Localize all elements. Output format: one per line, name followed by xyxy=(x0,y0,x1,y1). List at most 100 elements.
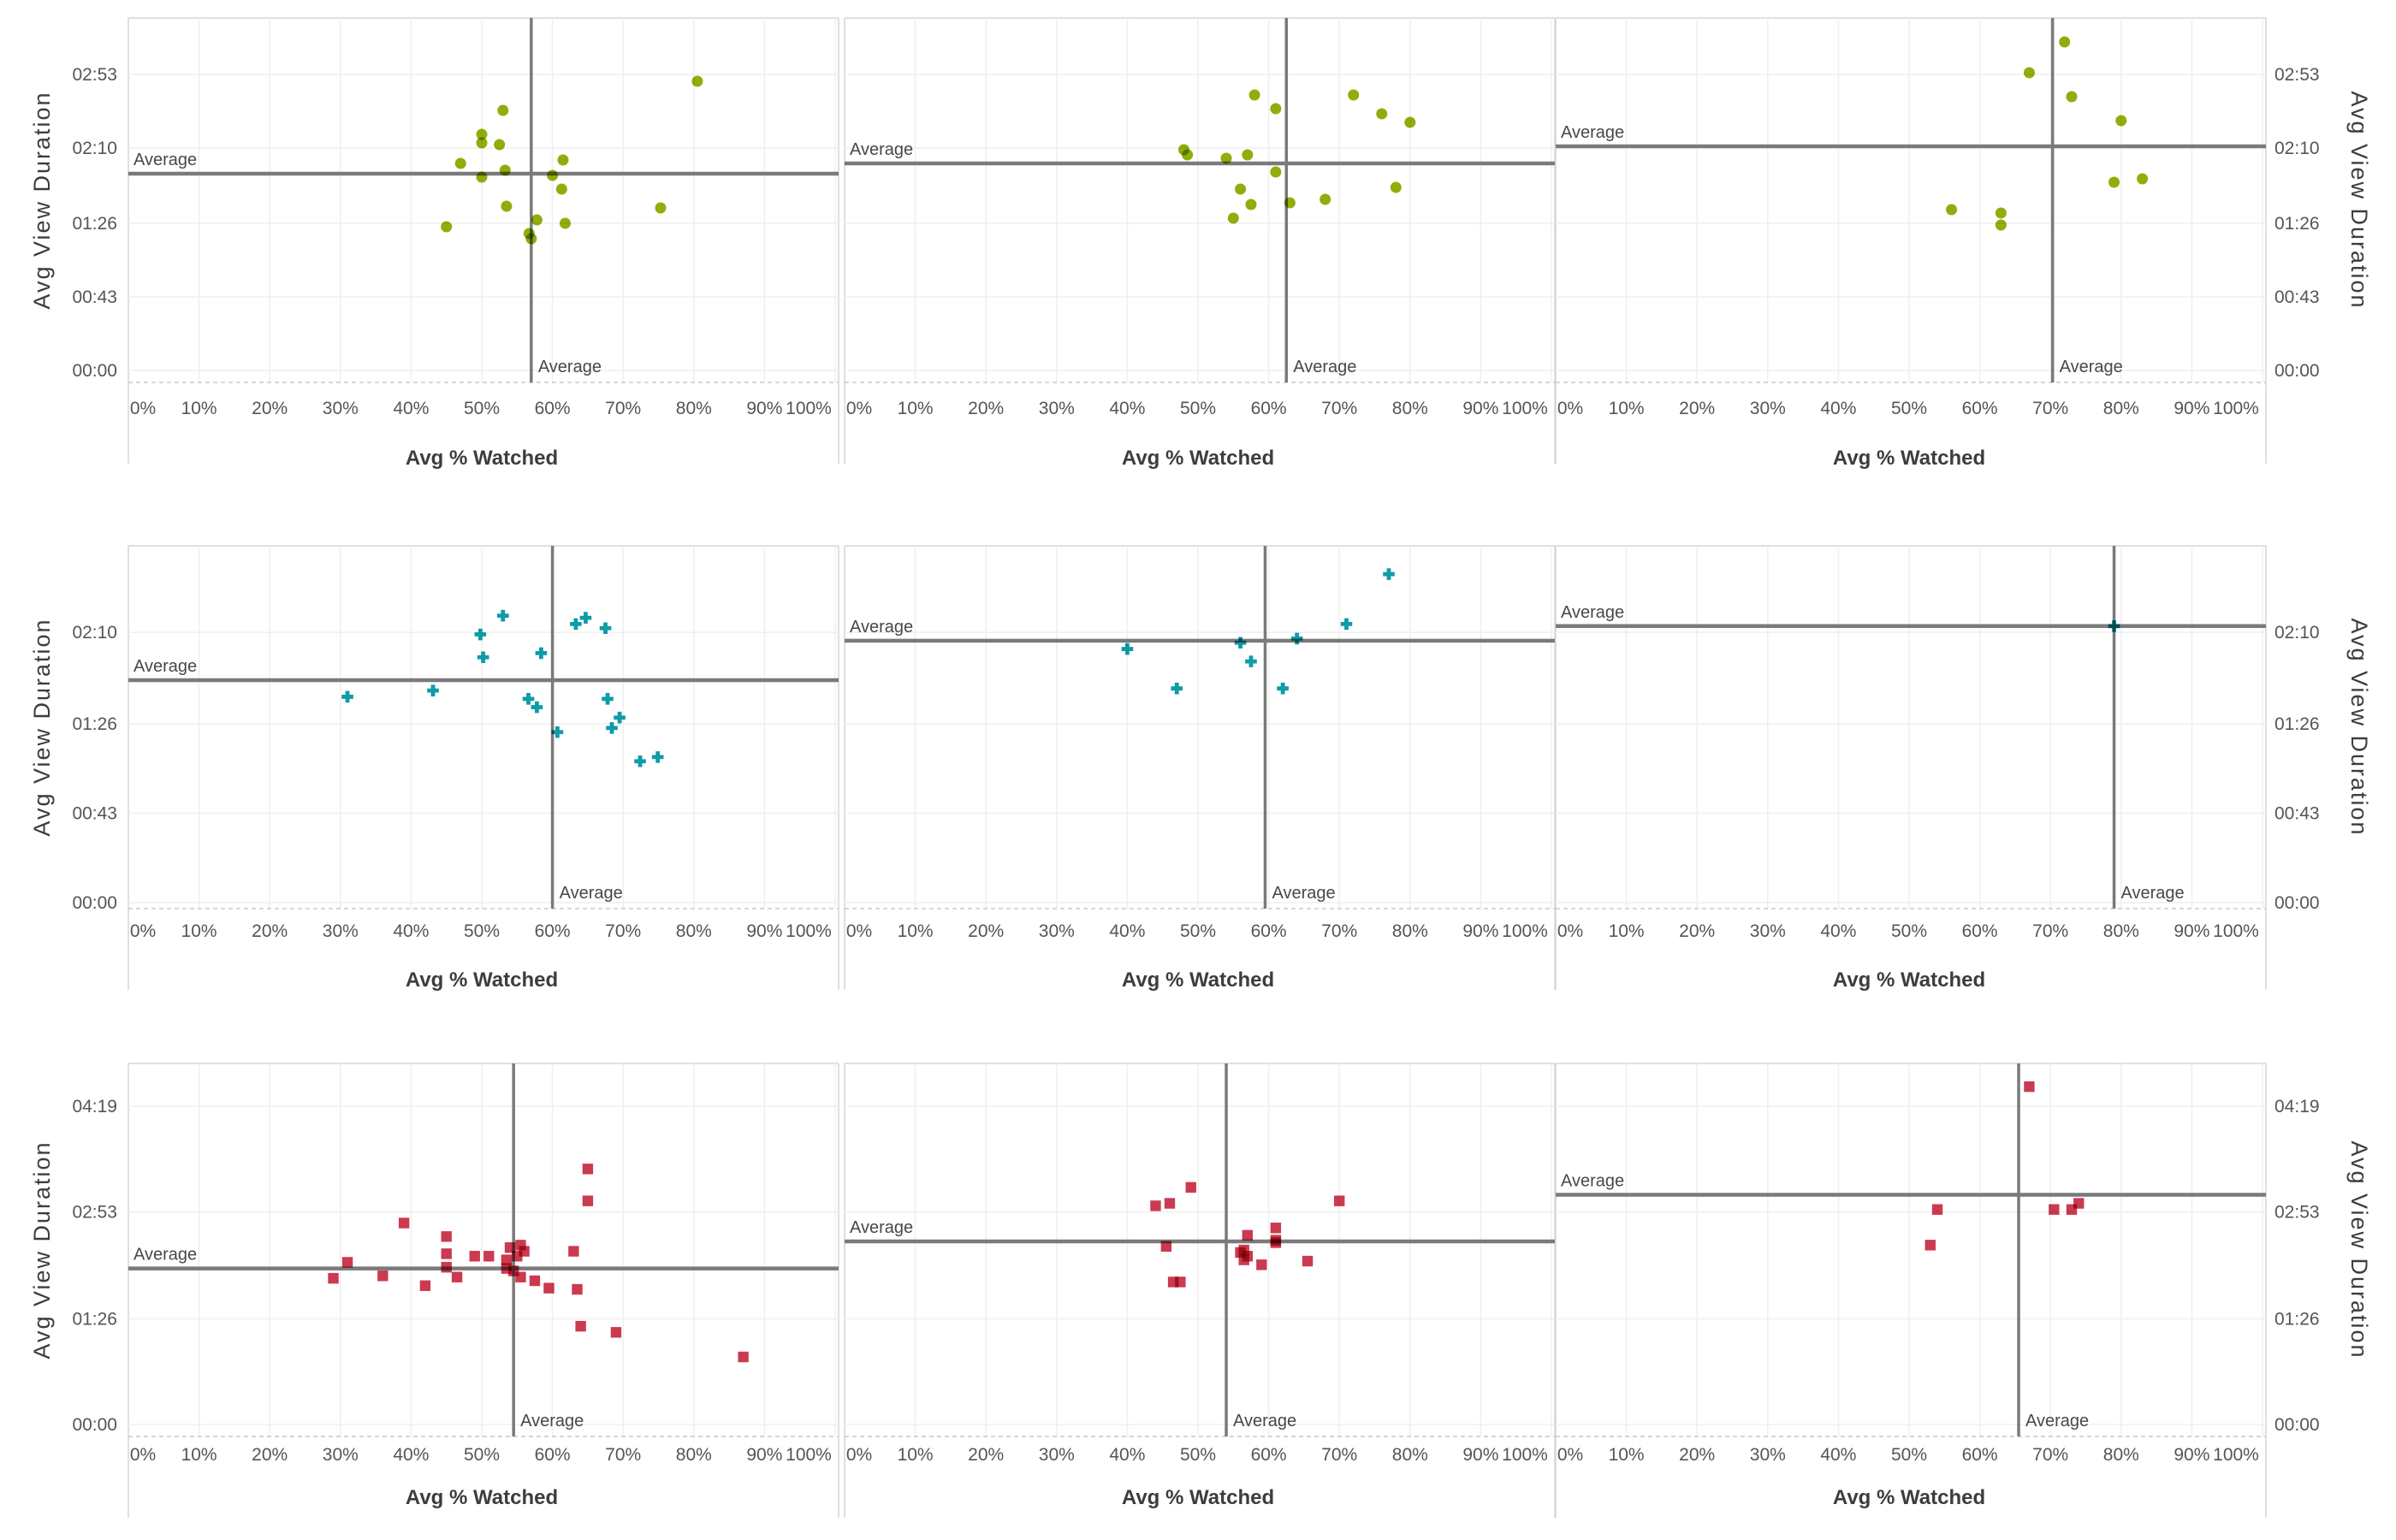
data-point[interactable] xyxy=(1270,1237,1282,1248)
data-point[interactable] xyxy=(602,693,614,705)
data-point[interactable] xyxy=(738,1351,749,1363)
data-point[interactable] xyxy=(441,1248,452,1259)
data-point[interactable] xyxy=(1150,1200,1161,1211)
data-point[interactable] xyxy=(582,1164,594,1175)
data-point[interactable] xyxy=(1234,637,1247,649)
data-point[interactable] xyxy=(1277,682,1289,695)
data-point[interactable] xyxy=(559,217,571,229)
data-point[interactable] xyxy=(1320,193,1331,205)
data-point[interactable] xyxy=(655,202,667,214)
data-point[interactable] xyxy=(496,609,509,622)
data-point[interactable] xyxy=(634,755,646,767)
data-point[interactable] xyxy=(441,1231,452,1242)
data-point[interactable] xyxy=(328,1272,339,1284)
data-point[interactable] xyxy=(1248,89,1260,101)
data-point[interactable] xyxy=(2137,173,2149,185)
data-point[interactable] xyxy=(525,233,537,245)
data-point[interactable] xyxy=(1227,212,1239,224)
data-point[interactable] xyxy=(1220,152,1232,164)
data-point[interactable] xyxy=(599,622,612,635)
data-point[interactable] xyxy=(543,1282,555,1294)
data-point[interactable] xyxy=(1164,1198,1176,1209)
data-point[interactable] xyxy=(1238,1254,1249,1265)
data-point[interactable] xyxy=(535,647,548,660)
data-point[interactable] xyxy=(572,1283,583,1295)
data-point[interactable] xyxy=(1242,1229,1254,1241)
data-point[interactable] xyxy=(582,1195,594,1206)
data-point[interactable] xyxy=(341,690,353,703)
data-point[interactable] xyxy=(1390,181,1402,193)
data-point[interactable] xyxy=(419,1280,431,1291)
data-point[interactable] xyxy=(1182,149,1194,161)
data-point[interactable] xyxy=(529,1275,541,1287)
data-point[interactable] xyxy=(579,612,592,624)
data-point[interactable] xyxy=(476,137,488,149)
data-point[interactable] xyxy=(497,104,509,116)
data-point[interactable] xyxy=(2049,1204,2060,1215)
data-point[interactable] xyxy=(1245,655,1257,667)
data-point[interactable] xyxy=(1334,1195,1345,1206)
data-point[interactable] xyxy=(469,1251,480,1262)
data-point[interactable] xyxy=(2108,620,2120,632)
data-point[interactable] xyxy=(1185,1182,1196,1194)
data-point[interactable] xyxy=(483,1251,495,1262)
data-point[interactable] xyxy=(555,183,567,195)
data-point[interactable] xyxy=(451,1271,463,1282)
data-point[interactable] xyxy=(1235,183,1247,195)
data-point[interactable] xyxy=(377,1270,388,1282)
data-point[interactable] xyxy=(1995,207,2007,219)
data-point[interactable] xyxy=(454,157,466,169)
data-point[interactable] xyxy=(610,1327,622,1338)
data-point[interactable] xyxy=(531,701,543,714)
data-point[interactable] xyxy=(1175,1276,1186,1288)
data-point[interactable] xyxy=(1925,1240,1936,1251)
data-point[interactable] xyxy=(1348,89,1360,101)
data-point[interactable] xyxy=(651,751,664,763)
data-point[interactable] xyxy=(512,1251,523,1262)
data-point[interactable] xyxy=(1270,103,1282,115)
data-point[interactable] xyxy=(1160,1241,1172,1252)
data-point[interactable] xyxy=(1946,204,1958,216)
data-point[interactable] xyxy=(1270,1223,1282,1234)
data-point[interactable] xyxy=(477,651,489,664)
data-point[interactable] xyxy=(501,1254,513,1265)
data-point[interactable] xyxy=(476,128,488,140)
data-point[interactable] xyxy=(1404,116,1416,128)
data-point[interactable] xyxy=(547,169,559,181)
data-point[interactable] xyxy=(570,618,582,631)
data-point[interactable] xyxy=(1242,149,1254,161)
data-point[interactable] xyxy=(501,200,513,212)
data-point[interactable] xyxy=(551,726,564,738)
data-point[interactable] xyxy=(1171,682,1183,695)
data-point[interactable] xyxy=(614,711,626,724)
data-point[interactable] xyxy=(1302,1255,1314,1267)
data-point[interactable] xyxy=(2059,36,2071,48)
data-point[interactable] xyxy=(557,154,569,166)
data-point[interactable] xyxy=(2024,1081,2035,1093)
data-point[interactable] xyxy=(441,221,453,233)
data-point[interactable] xyxy=(531,214,543,226)
data-point[interactable] xyxy=(2073,1198,2085,1209)
data-point[interactable] xyxy=(1270,166,1282,178)
data-point[interactable] xyxy=(2115,115,2127,127)
data-point[interactable] xyxy=(575,1320,586,1332)
data-point[interactable] xyxy=(1931,1204,1943,1215)
data-point[interactable] xyxy=(1121,643,1134,655)
data-point[interactable] xyxy=(398,1217,410,1229)
data-point[interactable] xyxy=(606,722,618,734)
data-point[interactable] xyxy=(341,1257,353,1268)
data-point[interactable] xyxy=(499,164,511,176)
data-point[interactable] xyxy=(1995,219,2007,231)
data-point[interactable] xyxy=(427,684,439,696)
data-point[interactable] xyxy=(568,1246,579,1257)
data-point[interactable] xyxy=(1256,1259,1267,1270)
data-point[interactable] xyxy=(2108,176,2120,188)
data-point[interactable] xyxy=(441,1261,452,1273)
data-point[interactable] xyxy=(2066,91,2078,103)
data-point[interactable] xyxy=(1383,568,1395,580)
data-point[interactable] xyxy=(1245,198,1257,210)
data-point[interactable] xyxy=(1376,108,1388,120)
data-point[interactable] xyxy=(2023,67,2035,79)
data-point[interactable] xyxy=(1284,197,1296,209)
data-point[interactable] xyxy=(504,1242,516,1253)
